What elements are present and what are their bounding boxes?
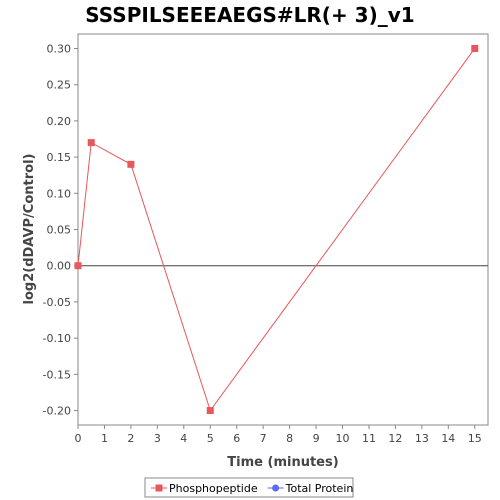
- legend-items: Phosphopeptide Total Protein: [151, 482, 353, 495]
- y-tick-label: 0.15: [47, 151, 72, 164]
- data-point: [74, 262, 82, 270]
- legend-label: Total Protein: [285, 482, 354, 495]
- x-tick-label: 0: [75, 432, 82, 445]
- x-tick-label: 12: [388, 432, 402, 445]
- y-tick-label: 0.20: [47, 115, 72, 128]
- y-tick-label: -0.10: [43, 332, 71, 345]
- data-point: [471, 44, 479, 52]
- data-point: [87, 139, 95, 147]
- y-tick-label: 0.25: [47, 79, 72, 92]
- legend: [144, 477, 354, 498]
- x-tick-label: 2: [127, 432, 134, 445]
- x-tick-label: 11: [362, 432, 376, 445]
- x-axis: 0 1 2 3 4 5 6 7 8 9 10 11 12 13 14 15: [75, 425, 482, 445]
- y-tick-label: 0.00: [47, 260, 72, 273]
- series-layer: [74, 44, 479, 415]
- y-tick-label: 0.10: [47, 187, 72, 200]
- x-tick-label: 13: [415, 432, 429, 445]
- x-tick-label: 5: [207, 432, 214, 445]
- y-tick-label: -0.05: [43, 296, 71, 309]
- x-tick-label: 7: [260, 432, 267, 445]
- data-point: [127, 160, 135, 168]
- y-axis-label: log2(dDAVP/Control): [22, 154, 37, 305]
- data-point: [206, 407, 214, 415]
- legend-marker: [155, 484, 163, 492]
- y-axis: 0.30 0.25 0.20 0.15 0.10 0.05 0.00 -0.05 -0.10 -0…: [43, 42, 78, 418]
- plot-area: [77, 33, 489, 426]
- x-axis-label: Time (minutes): [227, 455, 338, 470]
- y-tick-label: 0.30: [47, 42, 72, 55]
- x-tick-label: 6: [233, 432, 240, 445]
- y-tick-label: -0.15: [43, 368, 71, 381]
- legend-label: Phosphopeptide: [169, 482, 258, 495]
- y-tick-label: 0.05: [47, 224, 72, 237]
- x-tick-label: 1: [101, 432, 108, 445]
- chart-title: SSSPILSEEEAEGS#LR(+ 3)_v1: [85, 3, 414, 27]
- x-tick-label: 8: [286, 432, 293, 445]
- x-tick-label: 9: [313, 432, 320, 445]
- x-tick-label: 4: [180, 432, 187, 445]
- x-tick-label: 15: [468, 432, 482, 445]
- y-tick-label: -0.20: [43, 405, 71, 418]
- legend-marker: [272, 484, 280, 492]
- x-tick-label: 10: [336, 432, 350, 445]
- x-tick-label: 3: [154, 432, 161, 445]
- x-tick-label: 14: [441, 432, 455, 445]
